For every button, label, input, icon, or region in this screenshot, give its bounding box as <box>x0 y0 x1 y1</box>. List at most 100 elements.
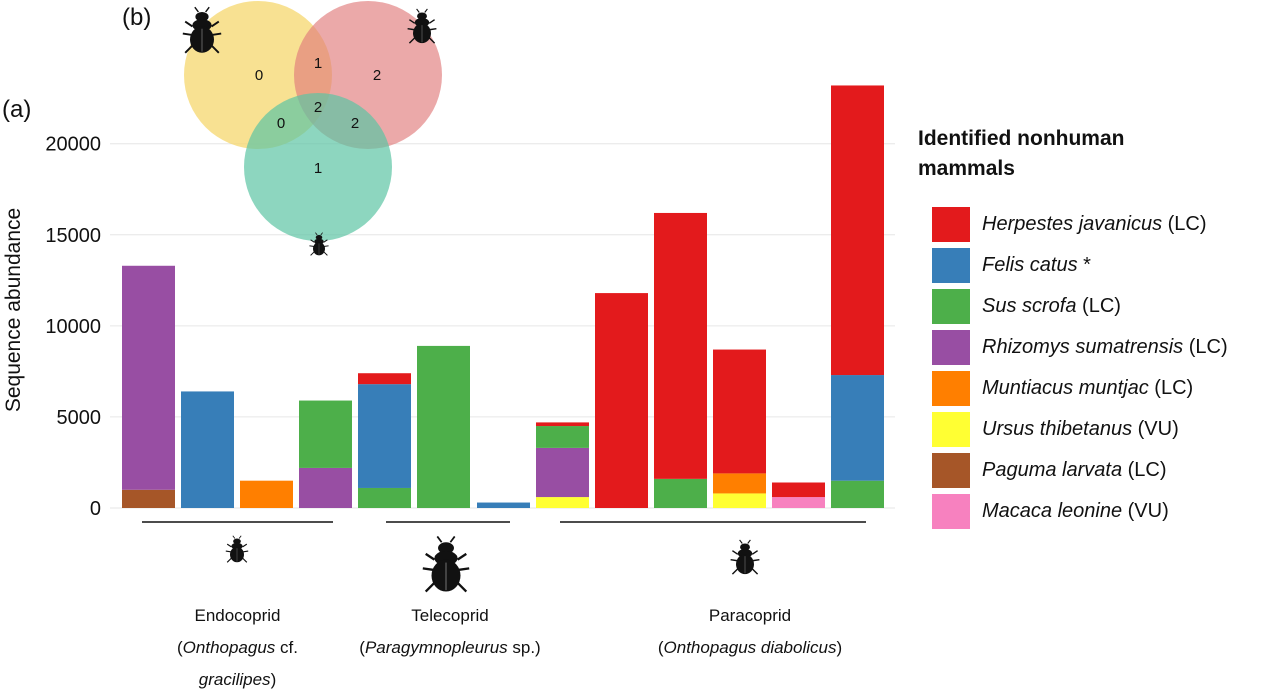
legend: Identified nonhuman mammals Herpestes ja… <box>918 124 1278 532</box>
bar-segment-ursus-thibetanus <box>536 497 589 508</box>
bar-segment-sus-scrofa <box>654 478 707 508</box>
group-species-line2: gracilipes) <box>198 670 277 689</box>
venn-count-small-only: 1 <box>314 160 322 177</box>
bar-segment-ursus-thibetanus <box>713 493 766 508</box>
bar-13-paracoprid <box>831 85 884 508</box>
legend-swatch <box>932 494 970 529</box>
legend-item-paguma-larvata: Paguma larvata (LC) <box>918 450 1278 491</box>
bar-segment-rhizomys-sumatrensis <box>536 447 589 498</box>
bar-3-endocoprid <box>240 480 293 508</box>
legend-swatch <box>932 412 970 447</box>
legend-label: Ursus thibetanus (VU) <box>982 418 1179 440</box>
legend-swatch <box>932 453 970 488</box>
panel-label-a: (a) <box>2 96 32 123</box>
bar-segment-herpestes-javanicus <box>595 293 648 508</box>
group-name: Paracoprid <box>708 606 792 625</box>
bar-segment-muntiacus-muntjac <box>713 473 766 494</box>
bar-segment-paguma-larvata <box>122 489 175 508</box>
legend-title-line1: Identified nonhuman <box>918 127 1125 150</box>
y-axis-label: Sequence abundance <box>2 208 25 412</box>
bar-9-paracoprid <box>595 293 648 508</box>
legend-label: Paguma larvata (LC) <box>982 459 1167 481</box>
legend-item-muntiacus-muntjac: Muntiacus muntjac (LC) <box>918 368 1278 409</box>
bar-segment-herpestes-javanicus <box>772 482 825 498</box>
legend-swatch <box>932 289 970 324</box>
bar-8-paracoprid <box>536 422 589 508</box>
bar-segment-sus-scrofa <box>536 426 589 448</box>
bar-12-paracoprid <box>772 482 825 508</box>
legend-item-herpestes-javanicus: Herpestes javanicus (LC) <box>918 204 1278 245</box>
bars <box>122 85 884 508</box>
venn-count-large-medium: 1 <box>314 55 322 72</box>
legend-label: Herpestes javanicus (LC) <box>982 213 1207 235</box>
beetle-icon-paracoprid <box>729 539 761 575</box>
y-tick-labels: 0 5000 10000 15000 20000 <box>45 134 101 520</box>
bar-segment-herpestes-javanicus <box>713 349 766 474</box>
bar-segment-felis-catus <box>477 502 530 508</box>
group-label-telecoprid: Telecoprid (Paragymnopleurus sp.) <box>330 600 570 664</box>
beetle-icon-endocoprid <box>225 535 249 563</box>
bar-segment-felis-catus <box>831 375 884 481</box>
bar-10-paracoprid <box>654 212 707 508</box>
beetle-icon-telecoprid <box>421 535 471 593</box>
y-tick-label: 20000 <box>45 134 101 156</box>
venn-circle-small-beetle <box>244 93 392 241</box>
bar-11-paracoprid <box>713 349 766 508</box>
legend-item-sus-scrofa: Sus scrofa (LC) <box>918 286 1278 327</box>
group-species-line1: (Onthopagus cf. <box>177 638 298 657</box>
bar-segment-herpestes-javanicus <box>536 422 589 427</box>
bar-segment-sus-scrofa <box>358 487 411 508</box>
group-species-line1: (Onthopagus diabolicus) <box>657 638 843 657</box>
legend-items: Herpestes javanicus (LC) Felis catus * Sus… <box>918 204 1278 532</box>
bar-4-endocoprid <box>299 400 352 508</box>
bar-6-telecoprid <box>417 345 470 508</box>
bar-segment-rhizomys-sumatrensis <box>122 265 175 490</box>
bar-segment-muntiacus-muntjac <box>240 480 293 508</box>
group-label-endocoprid: Endocoprid (Onthopagus cf. gracilipes) <box>140 600 335 696</box>
y-tick-label: 5000 <box>57 407 102 429</box>
legend-item-ursus-thibetanus: Ursus thibetanus (VU) <box>918 409 1278 450</box>
venn-count-medium-only: 2 <box>373 67 381 84</box>
legend-swatch <box>932 330 970 365</box>
bar-segment-herpestes-javanicus <box>831 85 884 376</box>
venn-count-all: 2 <box>314 99 322 116</box>
legend-item-felis-catus: Felis catus * <box>918 245 1278 286</box>
y-tick-label: 10000 <box>45 316 101 338</box>
bar-segment-sus-scrofa <box>299 400 352 468</box>
legend-label: Sus scrofa (LC) <box>982 295 1121 317</box>
venn-count-medium-small: 2 <box>351 115 359 132</box>
venn-count-large-small: 0 <box>277 115 285 132</box>
group-species-line1: (Paragymnopleurus sp.) <box>359 638 541 657</box>
bar-5-telecoprid <box>358 373 411 508</box>
legend-label: Rhizomys sumatrensis (LC) <box>982 336 1228 358</box>
legend-title-line2: mammals <box>918 157 1015 180</box>
legend-item-rhizomys-sumatrensis: Rhizomys sumatrensis (LC) <box>918 327 1278 368</box>
legend-item-macaca-leonine: Macaca leonine (VU) <box>918 491 1278 532</box>
bar-segment-felis-catus <box>358 384 411 488</box>
bar-segment-herpestes-javanicus <box>654 212 707 479</box>
bar-segment-herpestes-javanicus <box>358 373 411 385</box>
panel-label-b: (b) <box>122 4 152 31</box>
legend-label: Felis catus * <box>982 254 1091 276</box>
legend-swatch <box>932 371 970 406</box>
group-label-paracoprid: Paracoprid (Onthopagus diabolicus) <box>610 600 890 664</box>
y-tick-label: 0 <box>90 498 101 520</box>
legend-swatch <box>932 248 970 283</box>
group-name: Telecoprid <box>411 606 489 625</box>
bar-1-endocoprid <box>122 265 175 508</box>
legend-label: Muntiacus muntjac (LC) <box>982 377 1194 399</box>
bar-segment-macaca-leonine <box>772 497 825 508</box>
venn-diagram: 0 2 1 1 0 2 2 <box>184 1 442 241</box>
legend-label: Macaca leonine (VU) <box>982 500 1169 522</box>
bar-segment-rhizomys-sumatrensis <box>299 467 352 508</box>
bar-segment-sus-scrofa <box>417 345 470 508</box>
venn-count-large-only: 0 <box>255 67 263 84</box>
bar-segment-sus-scrofa <box>831 480 884 508</box>
legend-title: Identified nonhuman mammals <box>918 124 1278 184</box>
legend-swatch <box>932 207 970 242</box>
bar-7-telecoprid <box>477 502 530 508</box>
bar-2-endocoprid <box>181 391 234 508</box>
bar-segment-felis-catus <box>181 391 234 508</box>
